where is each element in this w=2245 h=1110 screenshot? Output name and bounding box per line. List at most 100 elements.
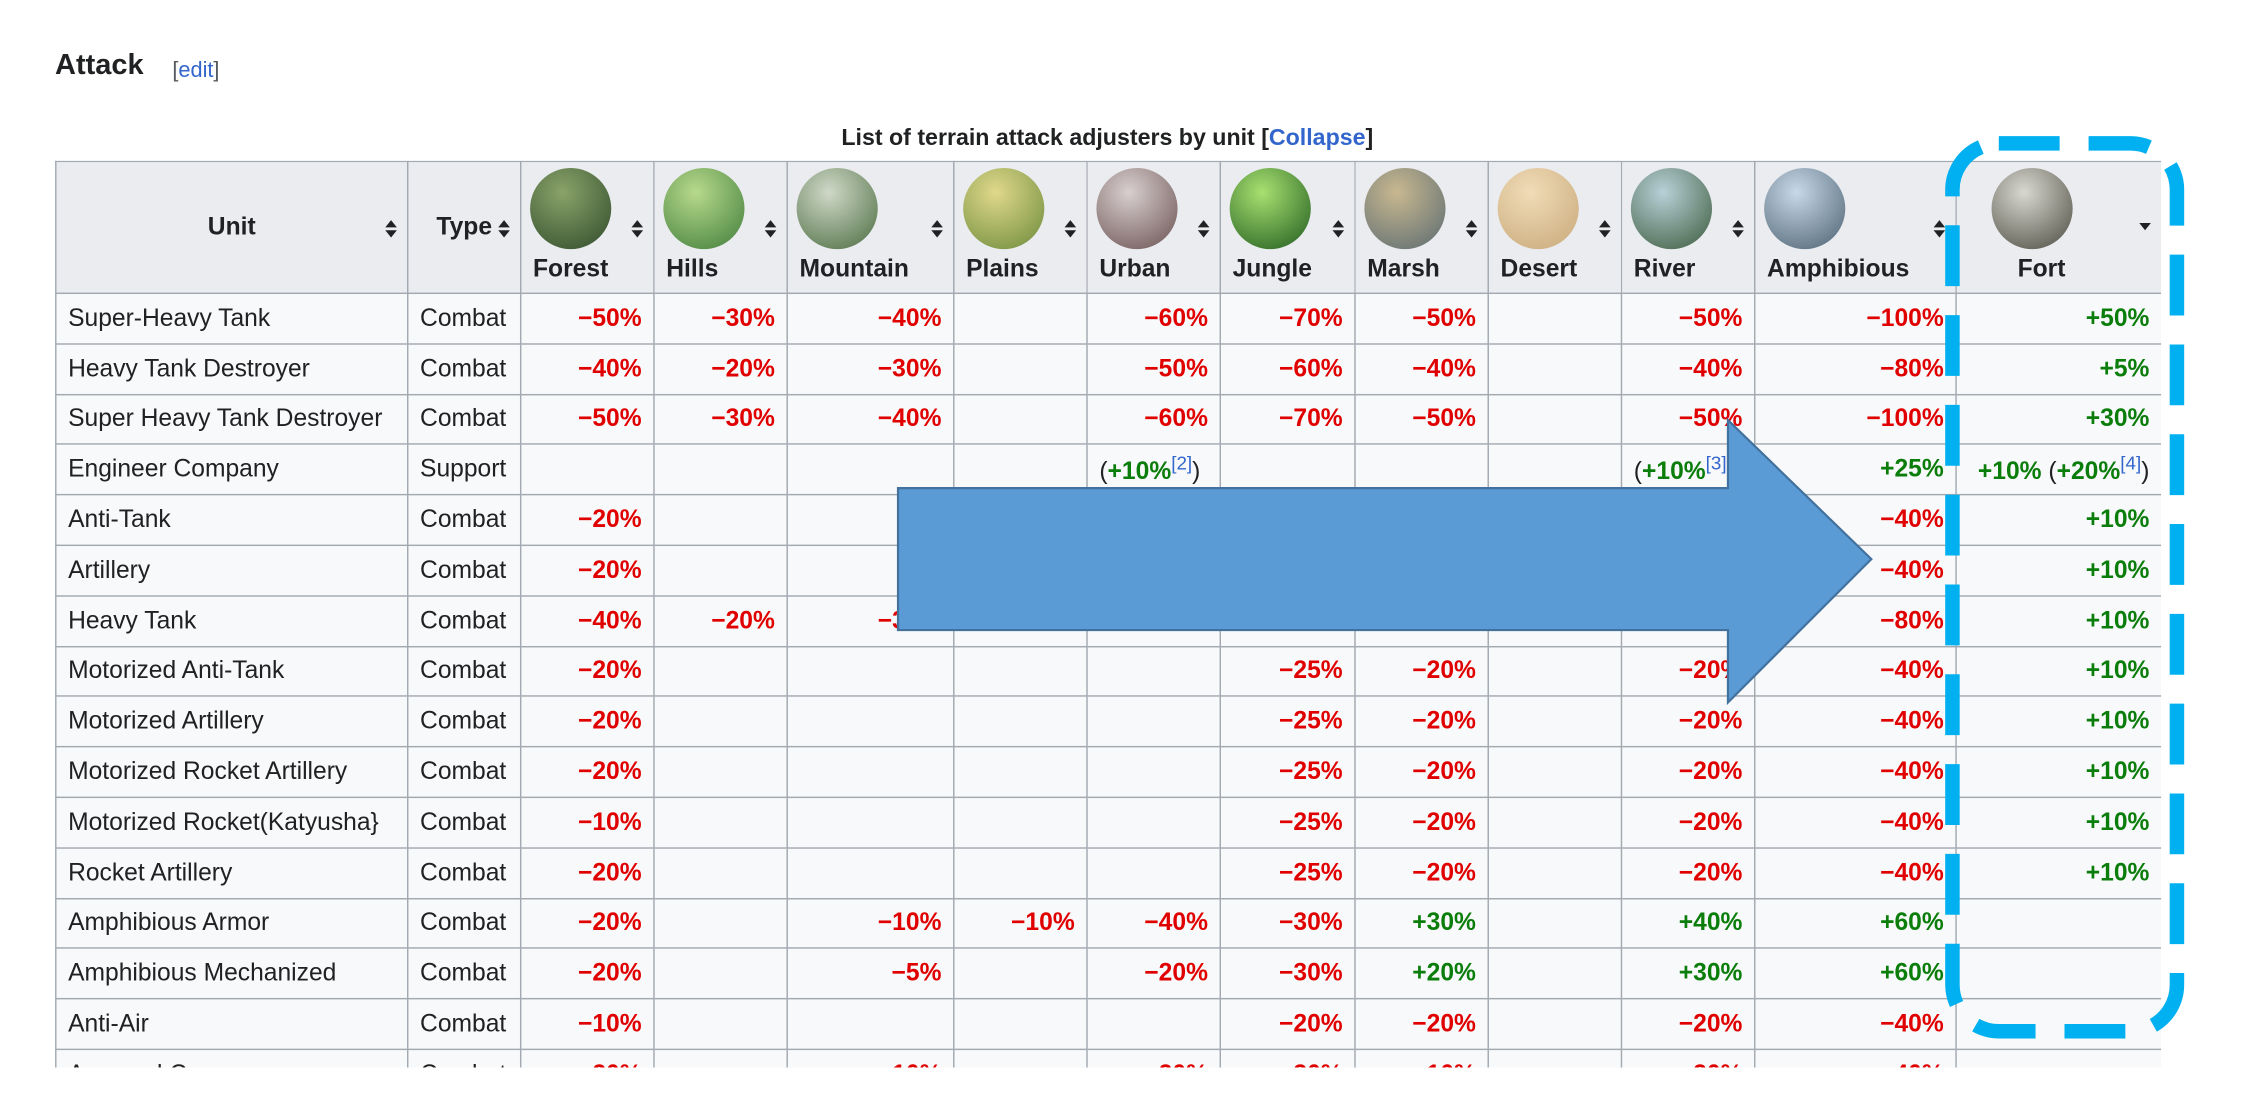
bracket: ] (213, 57, 220, 83)
table-cell (653, 1048, 788, 1068)
adjuster-value: −60% (1144, 304, 1208, 332)
table-cell: −10% (953, 897, 1088, 950)
column-name: Desert (1500, 254, 1578, 283)
sort-icon[interactable] (1196, 219, 1210, 239)
sort-icon[interactable] (2138, 216, 2152, 236)
sort-icon[interactable] (497, 219, 511, 239)
table-cell: −40% (786, 393, 955, 446)
table-cell (1487, 342, 1623, 395)
table-row: Super Heavy Tank Destroyer Combat −50% −30%… (55, 393, 2162, 446)
sort-button[interactable] (1464, 217, 1478, 246)
terrain-thumbnail (530, 168, 612, 250)
table-cell: Combat (407, 342, 522, 395)
sort-button[interactable] (630, 217, 644, 246)
footnote-ref[interactable]: [4] (2120, 452, 2142, 475)
adjuster-value: −40% (1880, 1060, 1944, 1067)
adjuster-value: −30% (711, 304, 775, 332)
collapse-link[interactable]: Collapse (1268, 126, 1366, 151)
column-header: Marsh (1354, 160, 1489, 295)
sort-button[interactable] (1331, 217, 1345, 246)
table-cell: −20% (1354, 645, 1489, 698)
cell-text: Combat (420, 304, 507, 332)
adjuster-value: −20% (1678, 808, 1743, 836)
table-cell: Super-Heavy Tank (55, 292, 409, 345)
adjuster-value: −40% (1880, 858, 1944, 886)
adjuster-value: −10% (577, 808, 642, 836)
table-cell: (+10%[2]) (1086, 443, 1222, 496)
cell-text: Anti-Tank (68, 505, 171, 534)
table-cell (786, 443, 955, 496)
table-cell: −20% (1086, 947, 1222, 1000)
sort-icon[interactable] (630, 219, 644, 239)
adjuster-value: +5% (2099, 354, 2150, 382)
table-cell: −40% (1754, 746, 1957, 799)
table-cell: −20% (1354, 846, 1489, 899)
sort-button[interactable] (384, 217, 398, 246)
sort-button[interactable] (1932, 217, 1946, 246)
table-cell: −40% (1754, 1048, 1957, 1068)
table-cell: Combat (407, 494, 522, 547)
table-cell: Engineer Company (55, 443, 409, 496)
sort-icon[interactable] (1331, 219, 1345, 239)
adjuster-value: −20% (1412, 656, 1476, 685)
adjuster-value: +40% (1678, 908, 1743, 937)
sort-button[interactable] (1196, 217, 1210, 246)
table-cell: −20% (1620, 1048, 1756, 1068)
table-cell: Combat (407, 645, 522, 698)
table-cell: −50% (519, 292, 655, 345)
sort-icon[interactable] (1063, 219, 1077, 239)
footnote-ref[interactable]: [2] (1171, 452, 1193, 475)
table-cell (1354, 443, 1489, 496)
table-cell: Combat (407, 393, 522, 446)
table-cell: −20% (653, 594, 788, 647)
cell-text: Super-Heavy Tank (68, 304, 271, 332)
terrain-thumbnail (1497, 168, 1579, 250)
table-cell (653, 998, 788, 1051)
adjuster-value: −20% (577, 908, 642, 937)
footnote-ref[interactable]: [3] (1705, 452, 1727, 475)
table-cell (519, 443, 655, 496)
sort-button[interactable] (1731, 217, 1745, 246)
table-cell (653, 746, 788, 799)
sort-button[interactable] (1063, 217, 1077, 246)
sort-icon[interactable] (1932, 219, 1946, 239)
adjuster-value: −20% (577, 656, 642, 685)
adjuster-value: −40% (1880, 505, 1944, 534)
sort-button[interactable] (763, 217, 777, 246)
table-cell (1086, 998, 1222, 1051)
column-header: Unit (55, 160, 409, 295)
table-cell: −20% (519, 1048, 655, 1068)
table-cell: −40% (1754, 695, 1957, 748)
cell-text: Combat (420, 656, 507, 685)
sort-button[interactable] (930, 217, 944, 246)
table-cell: +30% (1955, 393, 2162, 446)
sort-icon[interactable] (1598, 219, 1612, 239)
terrain-table: Unit Type Forest Hills Mountain Plains Urban Ju… (55, 160, 2162, 1068)
table-cell (1487, 846, 1623, 899)
caption-text: List of terrain attack adjusters by unit… (841, 126, 1269, 151)
table-cell: Combat (407, 947, 522, 1000)
sort-button[interactable] (1598, 217, 1612, 246)
table-cell (953, 645, 1088, 698)
sort-button[interactable] (497, 217, 511, 246)
table-cell: +10% (1955, 594, 2162, 647)
sort-icon[interactable] (1731, 219, 1745, 239)
adjuster-value: −25% (1279, 757, 1343, 786)
column-header: River (1620, 160, 1756, 295)
sort-icon[interactable] (1464, 219, 1478, 239)
column-name: Urban (1099, 254, 1171, 283)
table-cell: −40% (786, 292, 955, 345)
table-cell (653, 796, 788, 849)
sort-icon[interactable] (930, 219, 944, 239)
table-cell (1086, 645, 1222, 698)
adjuster-value: −30% (1279, 959, 1343, 987)
adjuster-value: −40% (577, 354, 642, 382)
sort-button[interactable] (2138, 214, 2152, 243)
edit-link[interactable]: edit (178, 57, 214, 83)
cell-text: Combat (420, 757, 507, 786)
sort-icon[interactable] (384, 219, 398, 239)
table-cell: −20% (1354, 998, 1489, 1051)
adjuster-value: +20% (1412, 959, 1476, 987)
sort-icon[interactable] (763, 219, 777, 239)
table-cell: −80% (1754, 342, 1957, 395)
